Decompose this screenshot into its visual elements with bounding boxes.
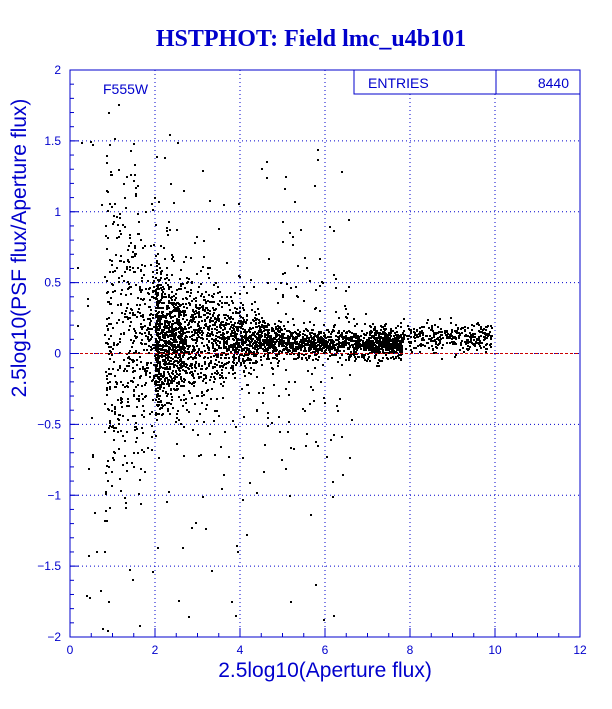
grid-lines	[70, 70, 580, 637]
axis-ticks: 0 2 4 6 8 10 12 2 1.5 1 0.5 0 −0.5 −1 −1.5 −2	[37, 63, 587, 657]
y-tick-label: 1	[54, 205, 61, 219]
y-tick-label: 0	[54, 347, 61, 361]
stats-box-frame	[353, 69, 581, 95]
y-tick-label: −0.5	[37, 417, 61, 431]
entries-label: ENTRIES	[368, 75, 429, 91]
filter-label: F555W	[103, 81, 149, 97]
x-tick-label: 10	[488, 643, 502, 657]
chart-title: HSTPHOT: Field lmc_u4b101	[156, 26, 466, 52]
x-tick-label: 8	[407, 643, 414, 657]
y-tick-label: −1.5	[37, 559, 61, 573]
y-tick-label: 2	[54, 63, 61, 77]
x-tick-label: 4	[237, 643, 244, 657]
x-tick-label: 6	[322, 643, 329, 657]
data-points	[77, 104, 493, 632]
scatter-points	[77, 104, 493, 632]
y-tick-label: 0.5	[44, 276, 61, 290]
x-tick-label: 12	[573, 643, 587, 657]
y-tick-label: −1	[47, 488, 61, 502]
y-tick-label: 1.5	[44, 134, 61, 148]
x-axis-label: 2.5log10(Aperture flux)	[218, 659, 432, 682]
x-tick-label: 2	[152, 643, 159, 657]
entries-value: 8440	[538, 75, 569, 91]
stats-box: ENTRIES 8440	[353, 69, 581, 95]
y-axis-label: 2.5log10(PSF flux/Aperture flux)	[8, 99, 31, 398]
y-tick-label: −2	[47, 630, 61, 644]
x-tick-label: 0	[67, 643, 74, 657]
